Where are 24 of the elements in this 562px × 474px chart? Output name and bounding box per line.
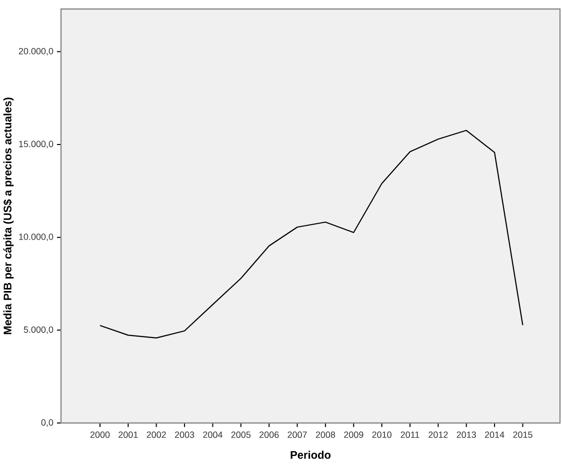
x-tick-label: 2007 (288, 432, 307, 438)
y-tick-label: 0,0 (41, 419, 54, 427)
x-tick-label: 2014 (484, 432, 504, 438)
y-tick-label: 5.000,0 (24, 326, 54, 334)
x-tick-label: 2000 (90, 432, 110, 438)
x-tick-label: 2010 (372, 432, 392, 438)
x-tick-label: 2012 (428, 432, 448, 438)
y-axis-title: Media PIB per cápita (US$ a precios actuales) (3, 98, 14, 334)
x-tick-label: 2003 (174, 432, 194, 438)
x-tick-label: 2015 (513, 432, 532, 438)
x-tick-label: 2004 (203, 432, 222, 438)
y-tick-label: 15.000,0 (19, 140, 54, 148)
y-tick-label: 10.000,0 (19, 234, 54, 242)
x-tick-label: 2005 (231, 432, 251, 438)
x-tick-label: 2001 (118, 432, 138, 438)
x-tick-label: 2009 (344, 432, 364, 438)
line-series (99, 130, 524, 339)
x-tick-label: 2002 (146, 432, 166, 438)
x-tick-label: 2011 (400, 432, 420, 438)
x-tick-label: 2006 (260, 432, 279, 438)
y-tick-label: 20.000,0 (18, 48, 54, 56)
x-axis-title: Periodo (290, 450, 331, 459)
x-tick-label: 2013 (456, 432, 476, 438)
x-tick-label: 2008 (316, 432, 336, 438)
